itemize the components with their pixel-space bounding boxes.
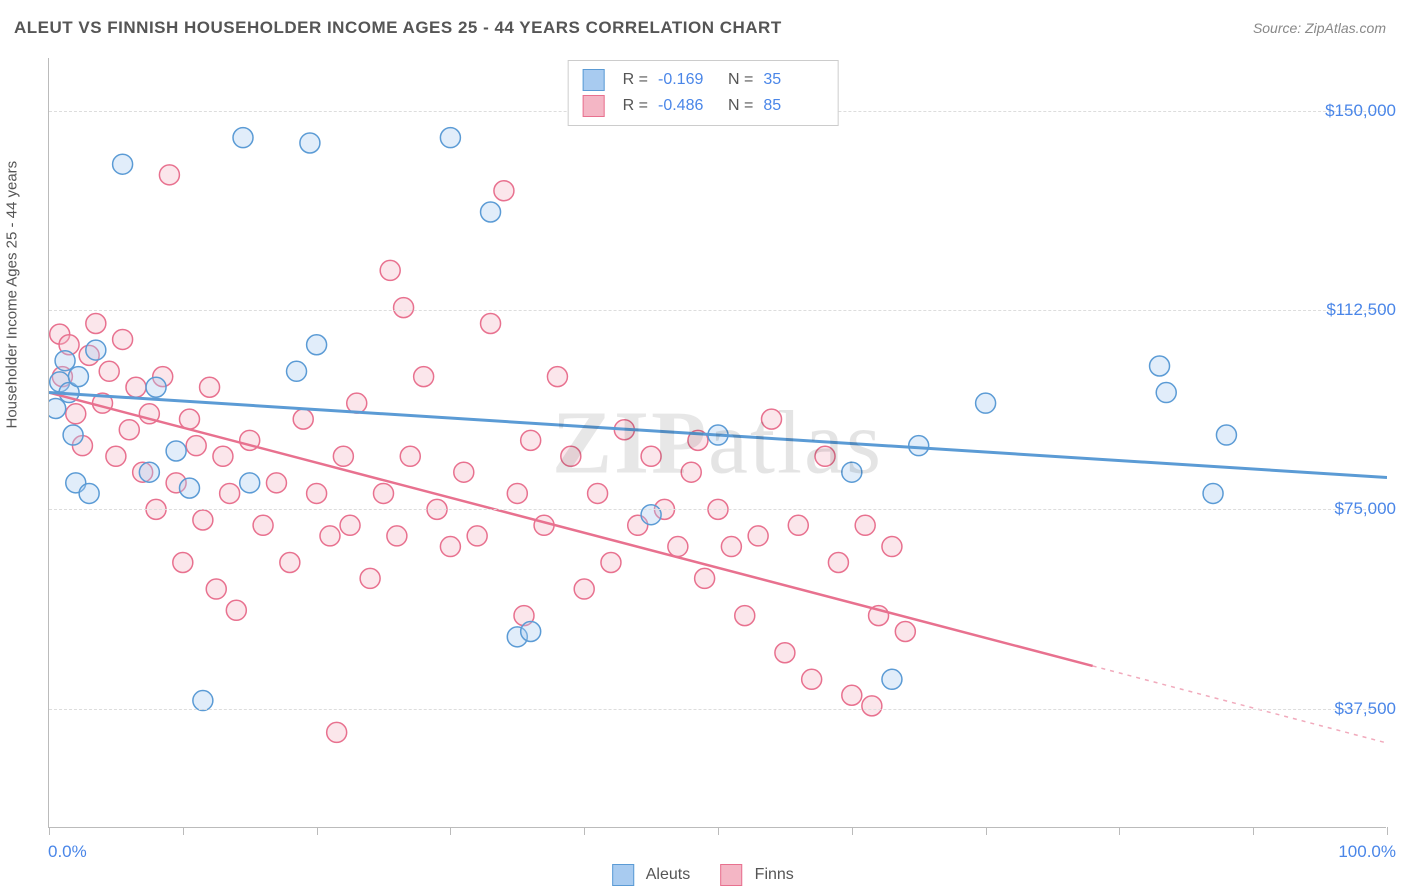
swatch-finns-icon <box>720 864 742 886</box>
source-label: Source: ZipAtlas.com <box>1253 20 1386 36</box>
y-axis-label: Householder Income Ages 25 - 44 years <box>4 161 21 429</box>
swatch-aleuts-icon <box>612 864 634 886</box>
n-label: N = <box>728 71 753 89</box>
legend-item-aleuts: Aleuts <box>612 864 690 886</box>
chart-container: ALEUT VS FINNISH HOUSEHOLDER INCOME AGES… <box>0 0 1406 892</box>
legend-label-aleuts: Aleuts <box>646 866 690 883</box>
n-value-aleuts: 35 <box>763 71 823 89</box>
x-max-label: 100.0% <box>1338 842 1396 862</box>
r-label: R = <box>623 97 648 115</box>
y-tick-label: $150,000 <box>1325 101 1396 121</box>
y-tick-label: $112,500 <box>1326 300 1396 320</box>
swatch-aleuts <box>583 69 605 91</box>
scatter-svg <box>49 58 1387 828</box>
y-tick-label: $37,500 <box>1335 699 1396 719</box>
r-value-aleuts: -0.169 <box>658 71 718 89</box>
y-tick-label: $75,000 <box>1335 499 1396 519</box>
plot-area: ZIPatlas <box>48 58 1386 828</box>
corr-row-finns: R = -0.486 N = 85 <box>583 93 824 119</box>
corr-row-aleuts: R = -0.169 N = 35 <box>583 67 824 93</box>
x-min-label: 0.0% <box>48 842 87 862</box>
r-label: R = <box>623 71 648 89</box>
r-value-finns: -0.486 <box>658 97 718 115</box>
n-value-finns: 85 <box>763 97 823 115</box>
swatch-finns <box>583 95 605 117</box>
legend-item-finns: Finns <box>720 864 794 886</box>
legend-label-finns: Finns <box>755 866 794 883</box>
series-legend: Aleuts Finns <box>612 864 794 886</box>
n-label: N = <box>728 97 753 115</box>
correlation-legend: R = -0.169 N = 35 R = -0.486 N = 85 <box>568 60 839 126</box>
chart-title: ALEUT VS FINNISH HOUSEHOLDER INCOME AGES… <box>14 18 782 38</box>
